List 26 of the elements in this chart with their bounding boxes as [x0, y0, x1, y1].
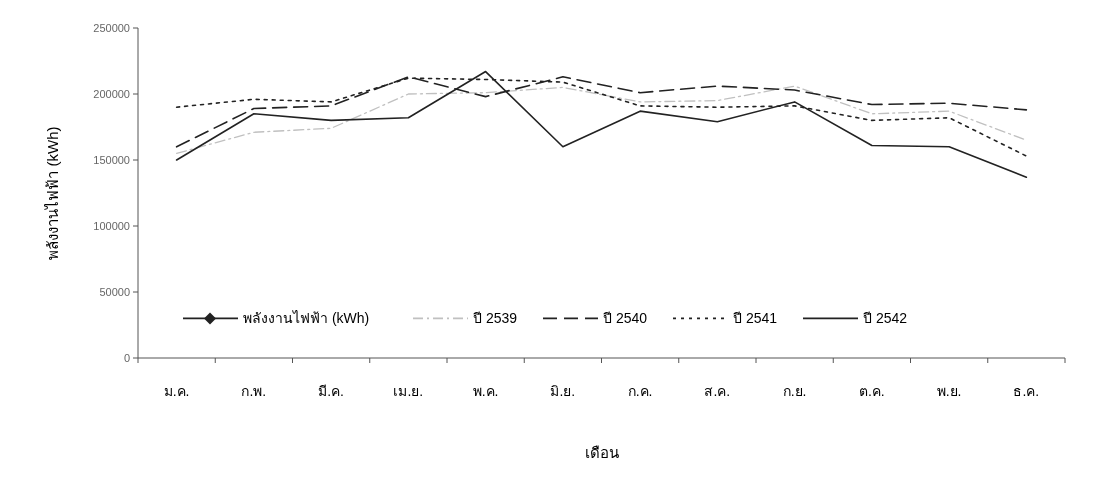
x-tick-label: ก.ค.	[627, 383, 653, 399]
x-tick-label: มี.ค.	[318, 383, 345, 399]
line-series	[175, 70, 1028, 178]
legend-label: ปี 2539	[473, 310, 518, 327]
x-tick-label: ส.ค.	[704, 383, 731, 399]
y-tick-label: 100000	[93, 219, 130, 232]
legend-label: ปี 2542	[863, 310, 908, 327]
x-tick-label: ก.พ.	[241, 383, 267, 399]
x-tick-label: เม.ย.	[393, 383, 424, 399]
y-tick-label: 0	[123, 351, 130, 364]
legend-label: ปี 2540	[603, 310, 648, 327]
x-tick-label: ต.ค.	[858, 383, 885, 399]
x-tick-label: ก.ย.	[782, 383, 807, 399]
legend-label: พลังงานไฟฟ้า (kWh)	[243, 310, 370, 327]
y-tick-label: 150000	[93, 153, 130, 166]
x-tick-label: ม.ค.	[163, 383, 190, 399]
x-tick-label: มิ.ย.	[550, 383, 576, 399]
x-axis-title: เดือน	[584, 444, 619, 461]
y-axis-title: พลังงานไฟฟ้า (kWh)	[44, 126, 61, 260]
legend-label: ปี 2541	[733, 310, 778, 327]
x-tick-label: พ.ย.	[936, 383, 962, 399]
x-tick-label: พ.ค.	[472, 383, 499, 399]
x-tick-label: ธ.ค.	[1013, 383, 1040, 399]
y-tick-label: 200000	[93, 87, 130, 100]
y-tick-label: 50000	[99, 285, 130, 298]
y-tick-label: 250000	[93, 21, 130, 34]
